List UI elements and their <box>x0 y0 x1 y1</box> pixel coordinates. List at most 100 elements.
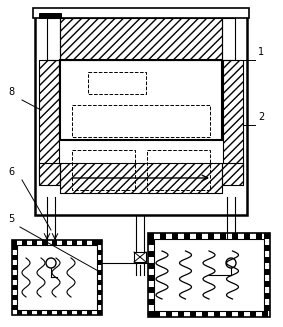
Bar <box>32 240 37 245</box>
Bar <box>57 310 62 315</box>
Bar <box>62 240 67 245</box>
Bar <box>39 13 61 18</box>
Bar <box>47 310 52 315</box>
Bar <box>22 240 27 245</box>
Bar <box>27 310 32 315</box>
Bar <box>222 163 243 185</box>
Bar <box>178 311 184 317</box>
Bar <box>72 150 135 190</box>
Bar <box>17 245 97 310</box>
Bar <box>160 233 166 239</box>
Bar <box>264 281 270 287</box>
Bar <box>92 240 97 245</box>
Bar <box>17 310 22 315</box>
Bar <box>238 311 244 317</box>
Bar <box>196 233 202 239</box>
Text: 6: 6 <box>8 167 14 177</box>
Bar <box>256 233 262 239</box>
Bar <box>148 239 154 245</box>
Bar <box>39 60 59 180</box>
Bar <box>12 240 17 245</box>
Bar <box>223 60 243 180</box>
Bar <box>12 295 17 300</box>
Bar <box>97 250 102 255</box>
Bar <box>77 310 82 315</box>
Bar <box>67 310 72 315</box>
Bar <box>72 105 210 137</box>
Bar <box>172 233 178 239</box>
Bar <box>244 233 250 239</box>
Bar <box>264 293 270 299</box>
Bar <box>154 311 160 317</box>
Bar <box>12 285 17 290</box>
Bar <box>166 311 172 317</box>
Bar <box>97 280 102 285</box>
Bar <box>148 299 154 305</box>
Bar <box>148 251 154 257</box>
Bar <box>97 270 102 275</box>
Bar <box>223 60 243 180</box>
Bar <box>184 233 190 239</box>
Bar <box>12 255 17 260</box>
Bar <box>262 311 268 317</box>
Bar <box>264 233 270 239</box>
Bar <box>97 310 102 315</box>
Bar <box>88 72 146 94</box>
Bar <box>190 311 196 317</box>
Bar <box>97 240 102 245</box>
Bar <box>208 233 214 239</box>
Bar <box>268 233 270 239</box>
Bar <box>97 300 102 305</box>
Bar <box>226 311 232 317</box>
Bar <box>148 311 154 317</box>
Bar <box>12 265 17 270</box>
Bar <box>39 60 59 180</box>
Bar <box>12 245 17 250</box>
Bar <box>12 240 102 315</box>
Bar <box>60 163 222 193</box>
Bar <box>97 290 102 295</box>
Bar <box>60 18 222 60</box>
Bar <box>202 311 208 317</box>
Bar <box>72 240 77 245</box>
Bar <box>264 305 270 311</box>
Bar <box>37 310 42 315</box>
Bar <box>222 18 235 60</box>
Bar <box>148 263 154 269</box>
Bar <box>134 252 146 262</box>
Bar <box>264 245 270 251</box>
Bar <box>12 305 17 310</box>
Bar <box>47 18 60 60</box>
Bar <box>82 240 87 245</box>
Bar <box>222 163 243 185</box>
Bar <box>42 240 47 245</box>
Text: 2: 2 <box>258 112 264 122</box>
Bar <box>33 8 249 18</box>
Bar <box>250 311 256 317</box>
Bar <box>52 240 57 245</box>
Bar <box>97 310 102 315</box>
Bar <box>60 60 222 140</box>
Bar <box>35 10 247 215</box>
Bar <box>214 311 220 317</box>
Bar <box>87 310 92 315</box>
Bar <box>148 275 154 281</box>
Bar <box>232 233 238 239</box>
Bar <box>148 233 270 317</box>
Text: 8: 8 <box>8 87 14 97</box>
Bar <box>60 163 222 193</box>
Text: 5: 5 <box>8 214 14 224</box>
Bar <box>39 163 60 185</box>
Bar <box>264 269 270 275</box>
Bar <box>148 233 154 239</box>
Bar <box>220 233 226 239</box>
Bar <box>60 18 222 60</box>
Bar <box>154 239 264 311</box>
Bar <box>12 275 17 280</box>
Bar <box>264 257 270 263</box>
Bar <box>148 287 154 293</box>
Text: 1: 1 <box>258 47 264 57</box>
Bar <box>97 260 102 265</box>
Bar <box>147 150 210 190</box>
Bar <box>39 163 60 185</box>
